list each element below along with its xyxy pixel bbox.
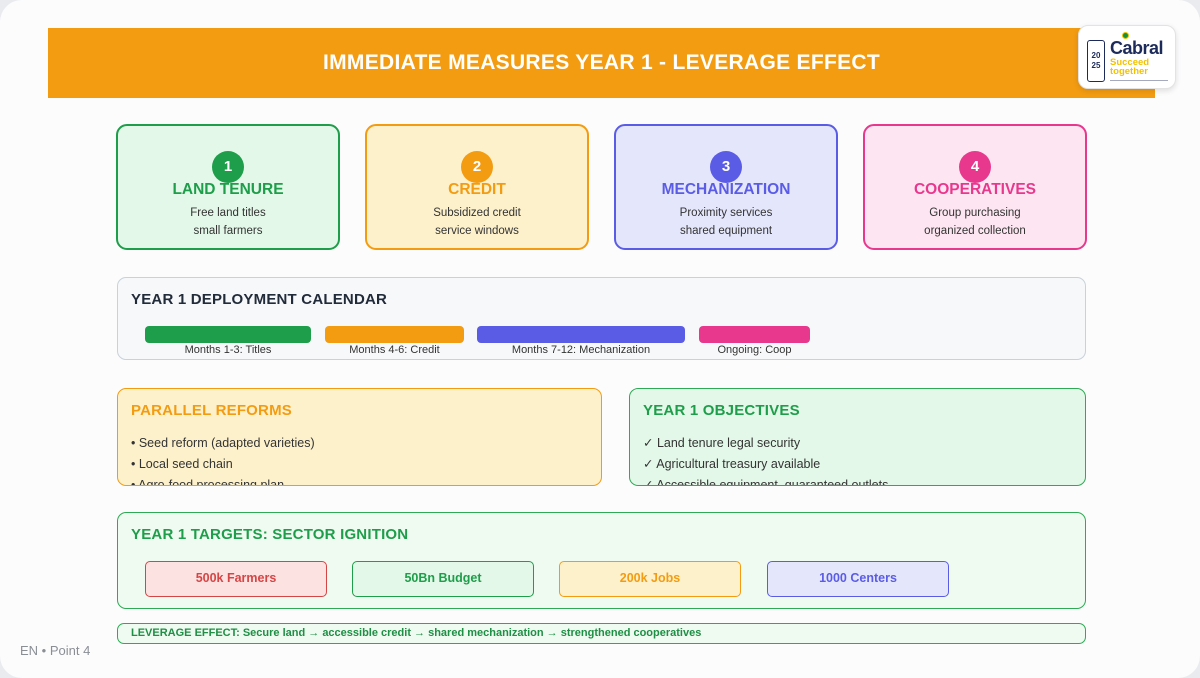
target-jobs-badge: 200k Jobs — [559, 561, 741, 597]
card-line: organized collection — [924, 225, 1026, 237]
calendar-title: YEAR 1 DEPLOYMENT CALENDAR — [131, 291, 388, 308]
reforms-title: PARALLEL REFORMS — [131, 402, 292, 419]
target-centers-badge: 1000 Centers — [767, 561, 949, 597]
page-footer: EN • Point 4 — [20, 643, 91, 658]
card-title: COOPERATIVES — [913, 181, 1036, 198]
list-item: • Local seed chain — [131, 457, 233, 471]
logo-divider — [1110, 80, 1168, 81]
timeline-label: Ongoing: Coop — [717, 344, 792, 356]
timeline-bar-mechanization — [477, 326, 685, 343]
deployment-calendar: YEAR 1 DEPLOYMENT CALENDAR Months 1-3: T… — [117, 277, 1086, 360]
reforms-list: • Seed reform (adapted varieties) • Loca… — [131, 433, 315, 486]
objectives-list: ✓ Land tenure legal security ✓ Agricultu… — [643, 433, 889, 486]
objectives-title: YEAR 1 OBJECTIVES — [643, 402, 800, 419]
card-line: service windows — [435, 225, 519, 237]
leverage-effect-strip: LEVERAGE EFFECT: Secure land → accessibl… — [117, 623, 1086, 644]
targets-panel: YEAR 1 TARGETS: SECTOR IGNITION 500k Far… — [117, 512, 1086, 609]
card-title: MECHANIZATION — [661, 181, 791, 198]
step-number-badge: 1 — [212, 151, 244, 183]
list-item: ✓ Agricultural treasury available — [643, 457, 821, 471]
target-budget-badge: 50Bn Budget — [352, 561, 534, 597]
timeline-label: Months 7-12: Mechanization — [511, 344, 651, 356]
brand-logo[interactable]: 20 25 Cabral Succeed together — [1078, 25, 1176, 89]
step-number-badge: 3 — [710, 151, 742, 183]
header-banner: IMMEDIATE MEASURES YEAR 1 - LEVERAGE EFF… — [48, 28, 1155, 98]
card-line: small farmers — [193, 225, 263, 237]
step-number-badge: 2 — [461, 151, 493, 183]
logo-tagline: Succeed together — [1110, 57, 1150, 77]
card-land-tenure: 1 LAND TENURE Free land titles small far… — [116, 124, 340, 250]
list-item: • Seed reform (adapted varieties) — [131, 436, 315, 450]
card-line: Group purchasing — [929, 207, 1021, 219]
timeline-label: Months 4-6: Credit — [349, 344, 440, 356]
page-title: IMMEDIATE MEASURES YEAR 1 - LEVERAGE EFF… — [322, 51, 880, 74]
timeline-label: Months 1-3: Titles — [184, 344, 272, 356]
logo-name: Cabral — [1110, 38, 1164, 58]
logo-year-badge: 20 25 — [1087, 40, 1105, 82]
card-line: Subsidized credit — [433, 207, 521, 219]
target-farmers-badge: 500k Farmers — [145, 561, 327, 597]
list-item: • Agro-food processing plan — [131, 478, 285, 486]
logo-dot-icon — [1122, 32, 1129, 39]
parallel-reforms-panel: PARALLEL REFORMS • Seed reform (adapted … — [117, 388, 602, 486]
card-cooperatives: 4 COOPERATIVES Group purchasing organize… — [863, 124, 1087, 250]
card-line: Free land titles — [190, 207, 266, 219]
step-number-badge: 4 — [959, 151, 991, 183]
timeline-bar-titles — [145, 326, 311, 343]
year-objectives-panel: YEAR 1 OBJECTIVES ✓ Land tenure legal se… — [629, 388, 1086, 486]
card-line: shared equipment — [679, 225, 773, 237]
card-credit: 2 CREDIT Subsidized credit service windo… — [365, 124, 589, 250]
timeline-bar-coop — [699, 326, 810, 343]
card-mechanization: 3 MECHANIZATION Proximity services share… — [614, 124, 838, 250]
card-title: CREDIT — [448, 181, 506, 198]
card-line: Proximity services — [679, 207, 773, 219]
list-item: ✓ Accessible equipment, guaranteed outle… — [643, 478, 889, 486]
card-title: LAND TENURE — [172, 181, 284, 198]
timeline-bar-credit — [325, 326, 464, 343]
list-item: ✓ Land tenure legal security — [643, 436, 801, 450]
targets-title: YEAR 1 TARGETS: SECTOR IGNITION — [131, 526, 409, 543]
